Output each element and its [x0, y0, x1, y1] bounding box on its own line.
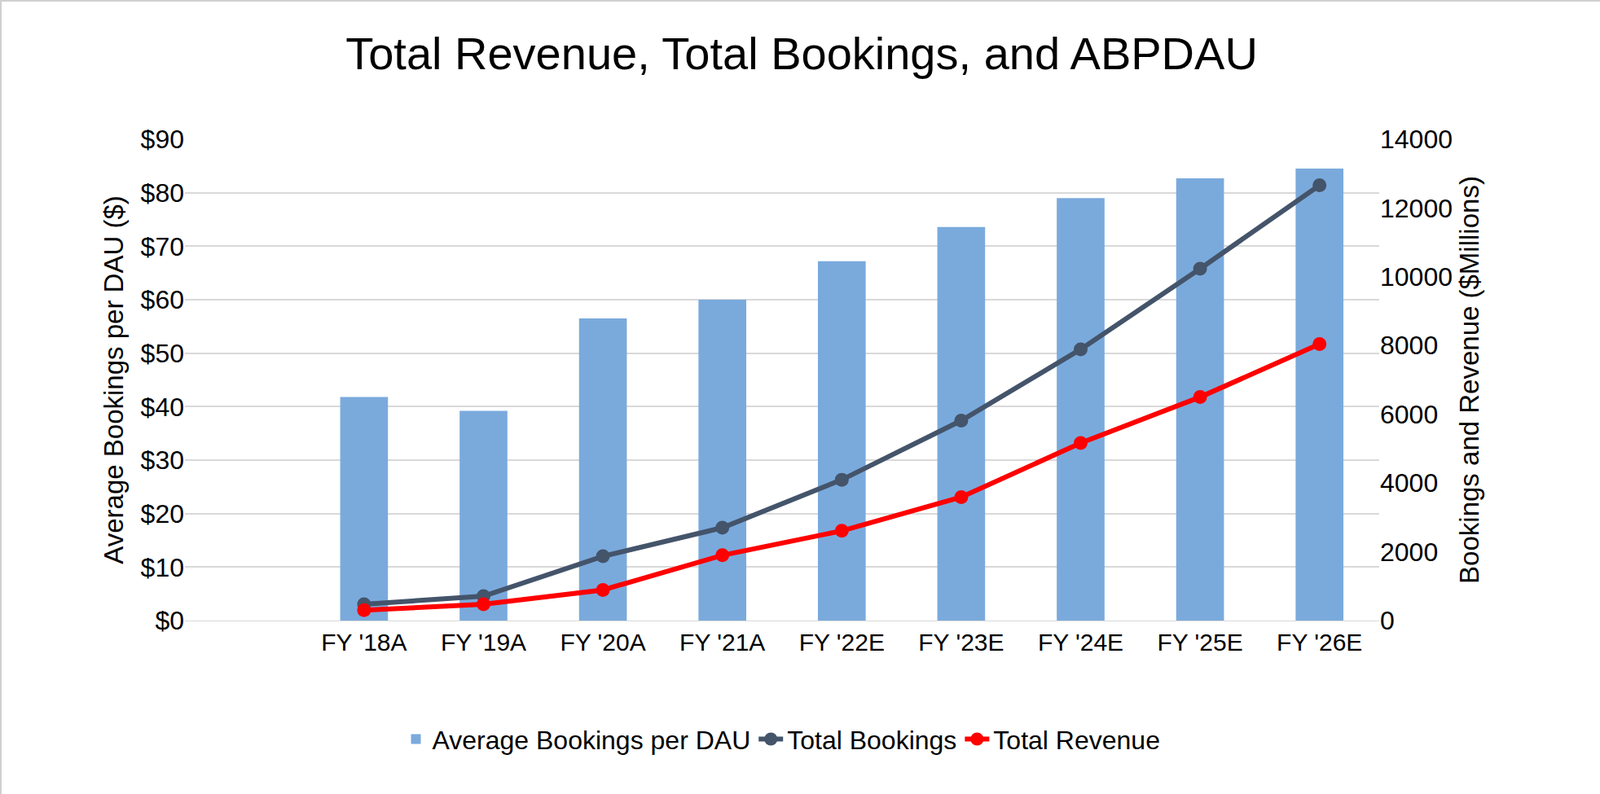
svg-text:$10: $10: [140, 553, 185, 583]
svg-text:8000: 8000: [1380, 330, 1438, 361]
svg-text:$30: $30: [140, 445, 185, 475]
svg-text:$80: $80: [140, 178, 185, 208]
svg-text:$20: $20: [140, 499, 185, 529]
svg-text:$0: $0: [154, 606, 185, 636]
svg-text:12000: 12000: [1380, 193, 1453, 224]
svg-text:Total Revenue, Total Bookings,: Total Revenue, Total Bookings, and ABPDA…: [345, 27, 1258, 80]
svg-text:FY '22E: FY '22E: [799, 628, 885, 656]
svg-text:Average Bookings per DAU: Average Bookings per DAU: [432, 725, 752, 756]
svg-text:2000: 2000: [1380, 537, 1438, 568]
svg-text:Total Revenue: Total Revenue: [993, 725, 1161, 756]
svg-text:FY '18A: FY '18A: [320, 628, 407, 656]
svg-text:Average Bookings per DAU ($): Average Bookings per DAU ($): [98, 195, 129, 564]
svg-text:0: 0: [1380, 606, 1395, 636]
svg-text:$90: $90: [140, 124, 185, 154]
svg-text:FY '20A: FY '20A: [559, 628, 646, 656]
svg-text:FY '25E: FY '25E: [1156, 628, 1243, 656]
svg-text:FY '23E: FY '23E: [918, 628, 1004, 656]
svg-text:FY '19A: FY '19A: [440, 628, 527, 656]
svg-text:10000: 10000: [1380, 262, 1453, 292]
svg-text:6000: 6000: [1380, 400, 1438, 430]
svg-text:FY '26E: FY '26E: [1276, 628, 1363, 656]
svg-text:$70: $70: [140, 232, 185, 262]
svg-text:4000: 4000: [1380, 468, 1438, 498]
svg-text:14000: 14000: [1380, 124, 1453, 154]
svg-text:FY '21A: FY '21A: [679, 628, 765, 656]
svg-text:$50: $50: [140, 338, 185, 369]
svg-text:Bookings and Revenue ($Million: Bookings and Revenue ($Millions): [1454, 175, 1485, 585]
svg-text:$40: $40: [140, 392, 185, 422]
svg-text:Total Bookings: Total Bookings: [786, 725, 957, 756]
svg-text:FY '24E: FY '24E: [1037, 628, 1124, 656]
svg-text:$60: $60: [140, 285, 185, 315]
